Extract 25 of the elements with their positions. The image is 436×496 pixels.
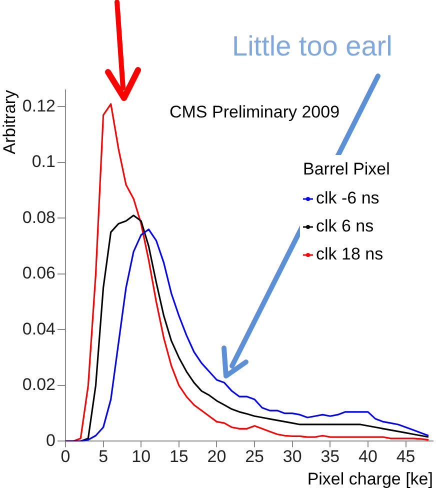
y-axis-title: Arbitrary <box>0 90 19 154</box>
x-tick-label: 0 <box>60 447 70 466</box>
y-tick-label: 0.12 <box>22 96 56 116</box>
x-tick-label: 25 <box>245 447 264 466</box>
text: Little too earl <box>232 30 392 62</box>
legend-label: clk 6 ns <box>316 216 374 236</box>
legend-label: clk 18 ns <box>316 244 384 264</box>
x-tick-label: 20 <box>207 447 226 466</box>
x-tick-label: 40 <box>358 447 378 466</box>
x-tick-label: 10 <box>132 447 151 466</box>
y-tick-label: 0 <box>46 430 56 450</box>
x-axis-title: Pixel charge [ke] <box>307 469 433 488</box>
legend-title: Barrel Pixel <box>303 160 390 179</box>
x-tick-label: 45 <box>396 447 416 466</box>
x-tick-label: 5 <box>98 447 108 466</box>
x-tick-label: 35 <box>320 447 340 466</box>
x-tick-label: 15 <box>169 447 188 466</box>
y-tick-label: 0.06 <box>22 264 56 283</box>
x-tick-label: 30 <box>282 447 302 466</box>
y-tick-label: 0.08 <box>22 208 56 227</box>
y-tick-label: 0.04 <box>22 319 56 338</box>
y-tick-label: 0.1 <box>32 152 56 172</box>
legend-label: clk -6 ns <box>316 188 380 208</box>
annotation: CMS Preliminary 2009 <box>169 102 340 122</box>
y-tick-label: 0.02 <box>22 375 56 394</box>
